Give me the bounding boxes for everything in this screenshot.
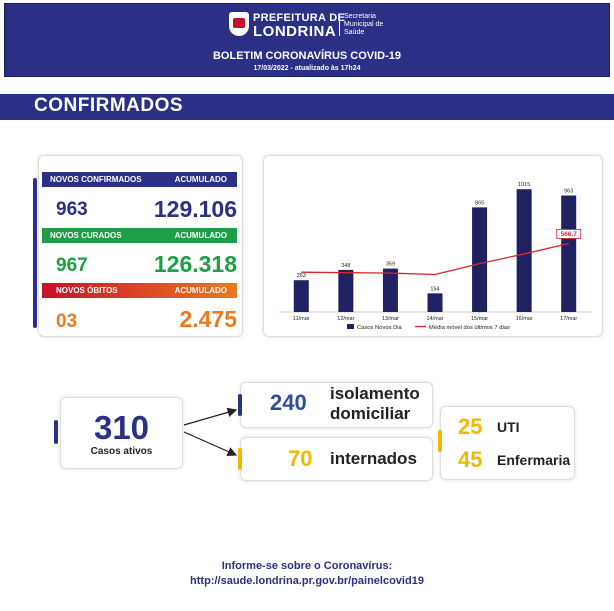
obitos-new: 03 (56, 311, 78, 332)
isolation-card (240, 382, 433, 428)
section-band (0, 94, 614, 120)
chart-highlight-box (556, 229, 582, 239)
legend-bar-swatch (347, 324, 354, 329)
chart-tick-label: 17/mar (560, 316, 577, 322)
chart-tick-label: 15/mar (471, 316, 488, 322)
chart-tick-label: 11/mar (293, 316, 310, 322)
chart-tick-label: 13/mar (382, 316, 399, 322)
confirmados-strip: NOVOS CONFIRMADOS ACUMULADO (42, 172, 237, 187)
branch-arrows (183, 407, 238, 456)
arrow-to-hospital (183, 431, 238, 456)
legend-bar-label: Casos Novos Dia (357, 325, 403, 331)
chart-highlight-label: 566,7 (561, 231, 578, 238)
section-title: CONFIRMADOS (34, 95, 184, 116)
chart-bar-label: 348 (341, 263, 350, 269)
chart-bar-label: 865 (475, 200, 484, 206)
bulletin-title: BOLETIM CORONAVÍRUS COVID-19 (212, 50, 402, 62)
hospital-breakdown-card (440, 406, 575, 480)
chart-bar-label: 154 (430, 286, 439, 292)
confirmados-acc-label: ACUMULADO (174, 175, 227, 184)
chart-tick-label: 16/mar (516, 316, 533, 322)
uti-value: 25 (458, 414, 483, 439)
logo-divider (339, 14, 340, 36)
active-cases-card (60, 397, 183, 469)
obitos-acc-label: ACUMULADO (174, 286, 227, 295)
obitos-strip: NOVOS ÓBITOS ACUMULADO (42, 283, 237, 298)
hospital-accent-bar (438, 430, 442, 452)
curados-new: 967 (56, 255, 88, 276)
chart-bar-label: 359 (386, 262, 395, 268)
active-cases-value: 310 (93, 409, 150, 446)
curados-total: 126.318 (153, 251, 237, 277)
hospitalized-label: internados (330, 449, 417, 468)
chart-bar (338, 269, 354, 312)
daily-cases-chart: 263 11/mar 348 12/mar 359 13/mar 154 14/mar 865 1… (279, 182, 591, 331)
isolation-label-1: isolamento (330, 384, 420, 403)
chart-bar (427, 293, 443, 312)
isolation-accent-bar (238, 394, 242, 416)
uti-label: UTI (497, 419, 520, 435)
footer-link[interactable]: http://saude.londrina.pr.gov.br/painelco… (190, 575, 424, 587)
enfermaria-value: 45 (458, 447, 483, 472)
enfermaria-label: Enfermaria (497, 452, 571, 468)
chart-bar (472, 207, 488, 312)
logo-secretaria: Secretaria Municipal de Saúde (344, 13, 384, 36)
curados-label: NOVOS CURADOS (50, 231, 122, 240)
obitos-label: NOVOS ÓBITOS (56, 286, 118, 295)
chart-bar-label: 963 (564, 189, 573, 195)
chart-bar (382, 268, 398, 312)
curados-acc-label: ACUMULADO (174, 231, 227, 240)
obitos-total: 2.475 (179, 306, 237, 332)
hospitalized-accent-bar (238, 448, 242, 470)
header-banner (4, 3, 610, 77)
active-accent-bar (54, 420, 58, 444)
chart-bar (516, 189, 532, 312)
confirmados-total: 129.106 (153, 196, 237, 222)
hospitalized-card (240, 437, 433, 481)
legend-line-label: Média móvel dos últimos 7 dias (429, 325, 510, 331)
hospitalized-value: 70 (288, 446, 313, 471)
arrow-to-isolation (183, 407, 238, 426)
footer-info: Informe-se sobre o Coronavírus: (221, 560, 393, 572)
chart-tick-label: 12/mar (337, 316, 354, 322)
logo-line2: LONDRINA (253, 23, 337, 40)
chart-bar-label: 1015 (518, 182, 530, 188)
isolation-value: 240 (270, 390, 307, 415)
curados-strip: NOVOS CURADOS ACUMULADO (42, 228, 237, 243)
chart-moving-average-line (301, 242, 569, 276)
chart-bar (293, 280, 309, 312)
active-cases-label: Casos ativos (90, 446, 153, 457)
chart-bar-label: 263 (297, 273, 306, 279)
chart-bar (561, 195, 577, 312)
bulletin-date: 17/03/2022 - atualizado às 17h24 (253, 65, 361, 72)
city-crest-icon (229, 12, 249, 36)
confirmados-new: 963 (56, 199, 88, 220)
stats-accent-bar (33, 178, 37, 328)
logo-line1: PREFEITURA DE (253, 12, 346, 24)
confirmados-label: NOVOS CONFIRMADOS (50, 175, 142, 184)
chart-tick-label: 14/mar (426, 316, 443, 322)
isolation-label-2: domiciliar (330, 404, 411, 423)
